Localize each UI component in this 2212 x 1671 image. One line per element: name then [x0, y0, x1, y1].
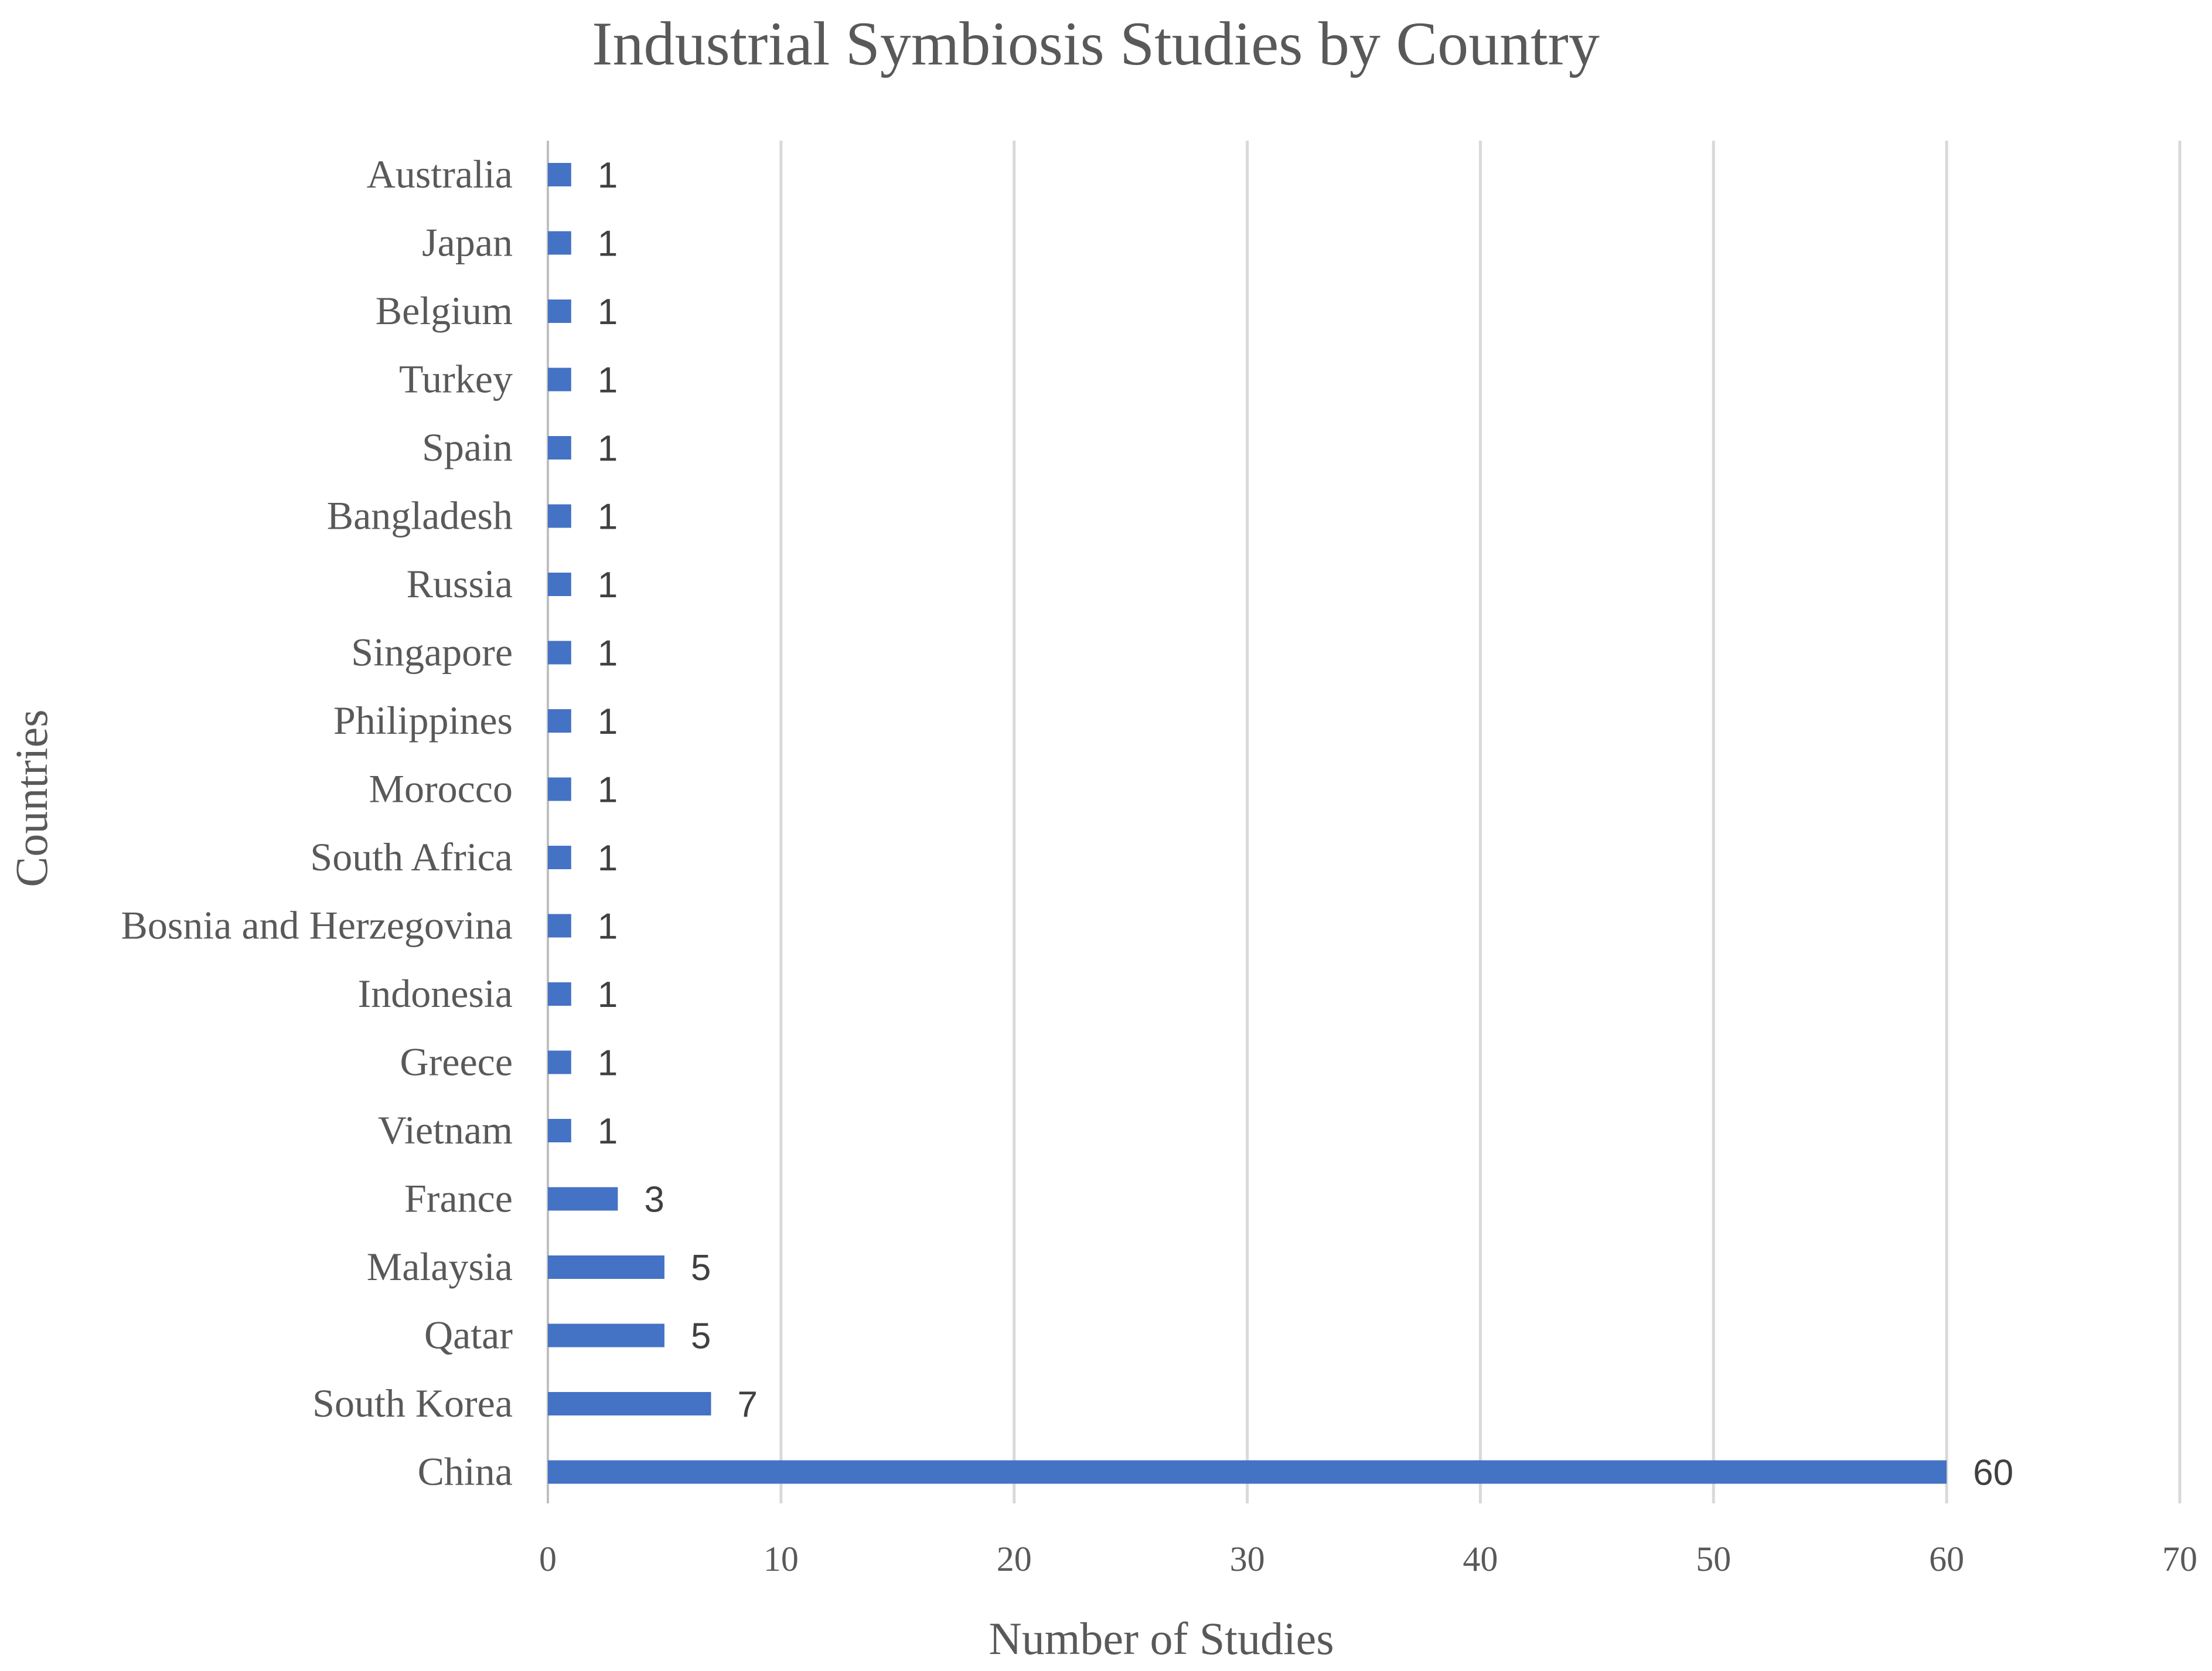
bar	[548, 231, 571, 255]
category-label: Turkey	[399, 357, 513, 401]
x-tick-label: 0	[539, 1540, 557, 1578]
category-label: Malaysia	[367, 1244, 513, 1289]
bar	[548, 1050, 571, 1074]
data-label: 1	[598, 155, 618, 196]
category-label: China	[418, 1449, 513, 1494]
bar	[548, 300, 571, 323]
category-label: Qatar	[424, 1313, 513, 1357]
category-label: South Korea	[312, 1381, 513, 1425]
category-label: Bosnia and Herzegovina	[121, 903, 513, 948]
bar	[548, 1187, 618, 1211]
x-tick-label: 20	[997, 1540, 1032, 1578]
x-tick-label: 10	[764, 1540, 799, 1578]
category-label: Indonesia	[358, 971, 513, 1016]
bar	[548, 1392, 711, 1415]
data-label: 3	[644, 1180, 664, 1220]
data-label: 1	[598, 634, 618, 674]
data-label: 1	[598, 497, 618, 537]
data-label: 1	[598, 428, 618, 469]
x-tick-labels: 0 10 20 30 40 50 60 70	[539, 1540, 2197, 1578]
x-tick-label: 30	[1230, 1540, 1265, 1578]
x-tick-label: 40	[1463, 1540, 1498, 1578]
bar	[548, 1323, 664, 1347]
category-label: South Africa	[310, 835, 513, 879]
category-label: Bangladesh	[327, 494, 513, 538]
category-label: Spain	[422, 425, 513, 469]
category-label: Vietnam	[378, 1108, 513, 1152]
data-label: 1	[598, 1043, 618, 1084]
data-label: 1	[598, 224, 618, 264]
category-label: Australia	[367, 152, 513, 196]
bar	[548, 436, 571, 460]
x-tick-label: 70	[2162, 1540, 2197, 1578]
bar	[548, 1255, 664, 1279]
gridlines	[547, 141, 2182, 1503]
bar	[548, 163, 571, 186]
category-label: Japan	[422, 220, 513, 265]
category-label: Russia	[407, 561, 513, 606]
data-label: 1	[598, 770, 618, 811]
data-label: 60	[1973, 1453, 2013, 1493]
data-label: 1	[598, 838, 618, 879]
category-label: Greece	[400, 1040, 513, 1084]
data-label: 5	[691, 1248, 711, 1288]
x-axis-title: Number of Studies	[989, 1613, 1334, 1664]
bar	[548, 504, 571, 528]
category-label: Morocco	[369, 767, 513, 811]
bar	[548, 846, 571, 869]
bar	[548, 641, 571, 665]
bar	[548, 573, 571, 596]
category-label: Belgium	[376, 288, 513, 333]
x-tick-label: 50	[1696, 1540, 1731, 1578]
bar	[548, 777, 571, 801]
bar	[548, 914, 571, 938]
bars	[548, 163, 1947, 1484]
data-label: 1	[598, 907, 618, 947]
chart-title: Industrial Symbiosis Studies by Country	[592, 9, 1600, 78]
category-label: Singapore	[351, 630, 513, 675]
data-label: 1	[598, 1111, 618, 1152]
data-label: 7	[738, 1384, 758, 1425]
data-label: 1	[598, 360, 618, 401]
data-label: 5	[691, 1316, 711, 1357]
bar	[548, 367, 571, 392]
x-tick-label: 60	[1929, 1540, 1964, 1578]
bar	[548, 1119, 571, 1142]
data-label: 1	[598, 292, 618, 332]
bar	[548, 982, 571, 1006]
category-label: France	[404, 1176, 513, 1221]
data-label: 1	[598, 975, 618, 1015]
data-label: 1	[598, 702, 618, 742]
bar	[548, 709, 571, 733]
y-axis-title: Countries	[6, 709, 57, 887]
category-labels: Australia Japan Belgium Turkey Spain Banglade…	[121, 152, 513, 1494]
category-label: Philippines	[333, 698, 513, 743]
data-label: 1	[598, 565, 618, 605]
bar	[548, 1460, 1947, 1484]
